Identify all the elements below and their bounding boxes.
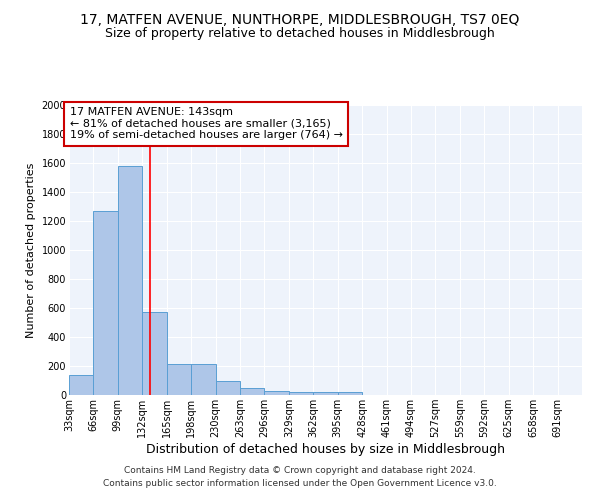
Text: 17 MATFEN AVENUE: 143sqm
← 81% of detached houses are smaller (3,165)
19% of sem: 17 MATFEN AVENUE: 143sqm ← 81% of detach… bbox=[70, 107, 343, 140]
Bar bbox=[118, 166, 142, 395]
Text: Contains HM Land Registry data © Crown copyright and database right 2024.
Contai: Contains HM Land Registry data © Crown c… bbox=[103, 466, 497, 487]
Text: 17, MATFEN AVENUE, NUNTHORPE, MIDDLESBROUGH, TS7 0EQ: 17, MATFEN AVENUE, NUNTHORPE, MIDDLESBRO… bbox=[80, 12, 520, 26]
Bar bbox=[240, 388, 265, 395]
Bar bbox=[338, 392, 362, 395]
Bar bbox=[94, 211, 118, 395]
Y-axis label: Number of detached properties: Number of detached properties bbox=[26, 162, 36, 338]
X-axis label: Distribution of detached houses by size in Middlesbrough: Distribution of detached houses by size … bbox=[146, 443, 505, 456]
Bar bbox=[69, 374, 94, 395]
Bar bbox=[313, 392, 338, 395]
Bar bbox=[142, 312, 167, 395]
Bar bbox=[265, 392, 289, 395]
Bar bbox=[215, 380, 240, 395]
Bar bbox=[167, 364, 191, 395]
Bar bbox=[191, 364, 215, 395]
Bar bbox=[289, 392, 313, 395]
Text: Size of property relative to detached houses in Middlesbrough: Size of property relative to detached ho… bbox=[105, 28, 495, 40]
